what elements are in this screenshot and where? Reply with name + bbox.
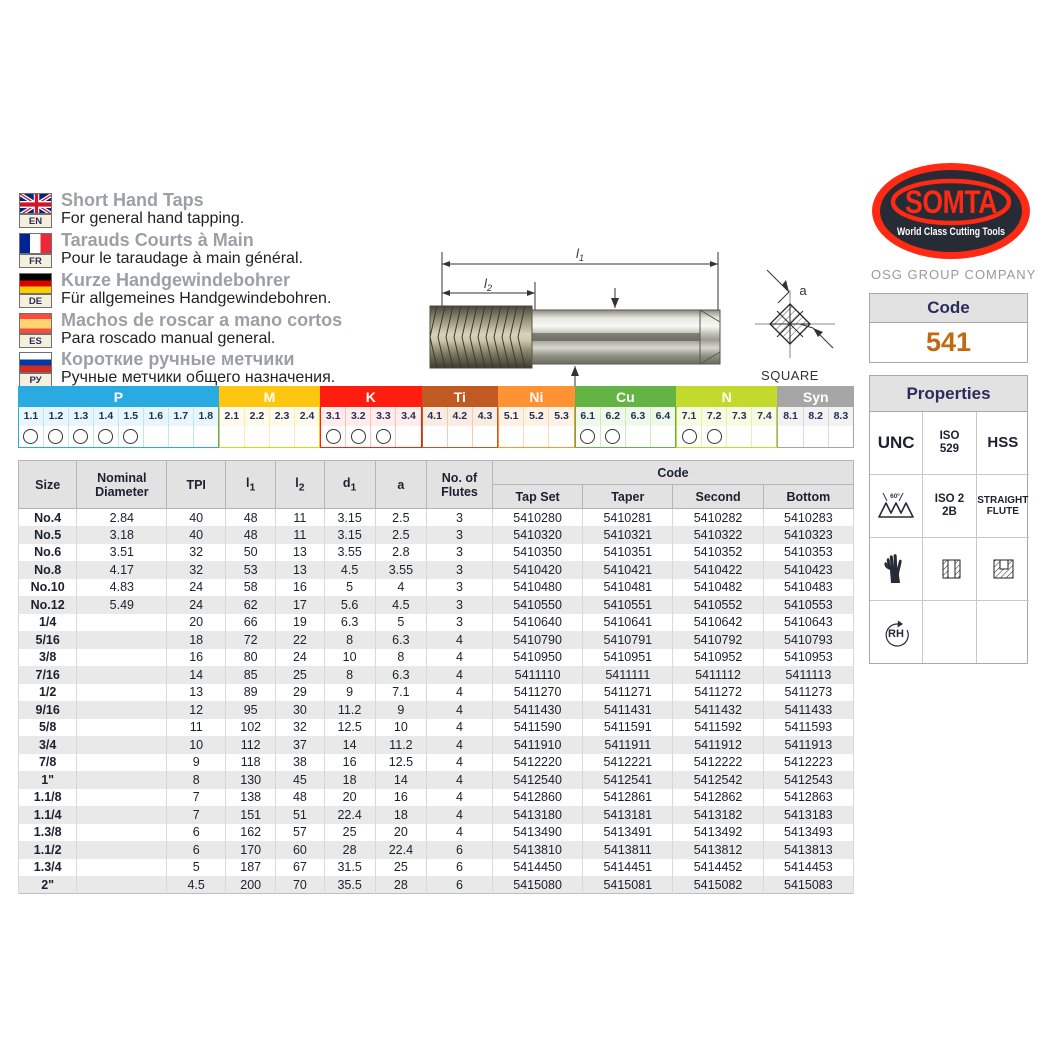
svg-text:RH: RH [888,628,904,640]
svg-text:SQUARE: SQUARE [761,368,819,383]
svg-text:a: a [799,283,807,298]
svg-text:l2: l2 [484,276,492,293]
svg-text:l1: l1 [576,246,584,263]
svg-text:World Class Cutting Tools: World Class Cutting Tools [897,226,1005,238]
svg-text:SOMTA: SOMTA [905,184,997,220]
svg-text:60°: 60° [890,492,900,500]
